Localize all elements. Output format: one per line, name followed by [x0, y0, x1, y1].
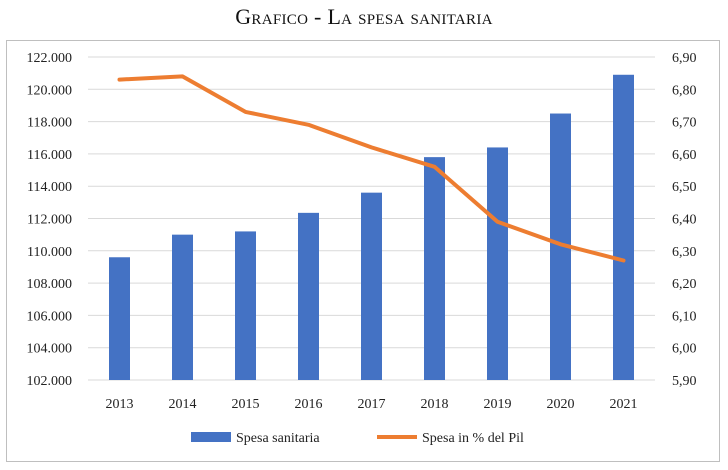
legend-label-bar: Spesa sanitaria — [236, 431, 320, 446]
x-tick-label: 2021 — [610, 397, 638, 412]
bar-2016 — [298, 212, 319, 380]
y-left-tick-label: 118.000 — [27, 116, 72, 131]
bar-2021 — [613, 74, 634, 380]
y-right-tick-label: 6,00 — [672, 342, 697, 357]
x-tick-label: 2019 — [484, 397, 512, 412]
y-left-tick-label: 116.000 — [27, 148, 72, 163]
y-axis-right: 5,90 6,00 6,10 6,20 6,30 6,40 6,50 6,60 6,70 6,80… — [672, 51, 697, 389]
y-left-tick-label: 106.000 — [27, 309, 73, 324]
y-left-tick-label: 114.000 — [27, 180, 72, 195]
x-tick-label: 2020 — [547, 397, 575, 412]
y-right-tick-label: 6,80 — [672, 83, 697, 98]
legend-item-spesa-sanitaria: Spesa sanitaria — [191, 431, 320, 446]
y-left-tick-label: 120.000 — [27, 83, 73, 98]
bar-2014 — [172, 234, 193, 380]
y-right-tick-label: 5,90 — [672, 374, 697, 389]
bar-series — [109, 74, 634, 381]
x-tick-label: 2013 — [106, 397, 134, 412]
y-axis-left: 102.000 104.000 106.000 108.000 110.000 112.0… — [27, 51, 73, 389]
y-left-tick-label: 102.000 — [27, 374, 73, 389]
y-right-tick-label: 6,30 — [672, 245, 697, 260]
y-right-tick-label: 6,90 — [672, 51, 697, 66]
x-tick-label: 2015 — [232, 397, 260, 412]
y-left-tick-label: 104.000 — [27, 342, 73, 357]
bar-2015 — [235, 231, 256, 380]
x-tick-label: 2014 — [169, 397, 197, 412]
y-right-tick-label: 6,40 — [672, 213, 697, 228]
x-tick-label: 2016 — [295, 397, 323, 412]
x-tick-label: 2018 — [421, 397, 449, 412]
legend-swatch-bar — [191, 432, 231, 442]
y-right-tick-label: 6,70 — [672, 116, 697, 131]
line-series — [117, 74, 626, 263]
legend-label-line: Spesa in % del Pil — [422, 431, 524, 446]
y-right-tick-label: 6,60 — [672, 148, 697, 163]
x-tick-label: 2017 — [358, 397, 386, 412]
y-left-tick-label: 122.000 — [27, 51, 73, 66]
x-axis: 2013 2014 2015 2016 2017 2018 2019 2020 2021 — [106, 397, 638, 412]
line-spesa-pil — [117, 74, 626, 263]
legend: Spesa sanitaria Spesa in % del Pil — [191, 431, 524, 446]
y-right-tick-label: 6,20 — [672, 277, 697, 292]
legend-item-spesa-pil: Spesa in % del Pil — [377, 431, 524, 446]
bar-2020 — [550, 113, 571, 381]
y-right-tick-label: 6,50 — [672, 180, 697, 195]
y-left-tick-label: 108.000 — [27, 277, 73, 292]
bar-2019 — [487, 147, 508, 380]
chart-title: Grafico - La spesa sanitaria — [235, 4, 493, 29]
y-left-tick-label: 110.000 — [27, 245, 72, 260]
bar-2017 — [361, 192, 382, 380]
bar-2018 — [424, 157, 445, 380]
y-right-tick-label: 6,10 — [672, 309, 697, 324]
y-left-tick-label: 112.000 — [27, 213, 72, 228]
bar-2013 — [109, 257, 130, 380]
